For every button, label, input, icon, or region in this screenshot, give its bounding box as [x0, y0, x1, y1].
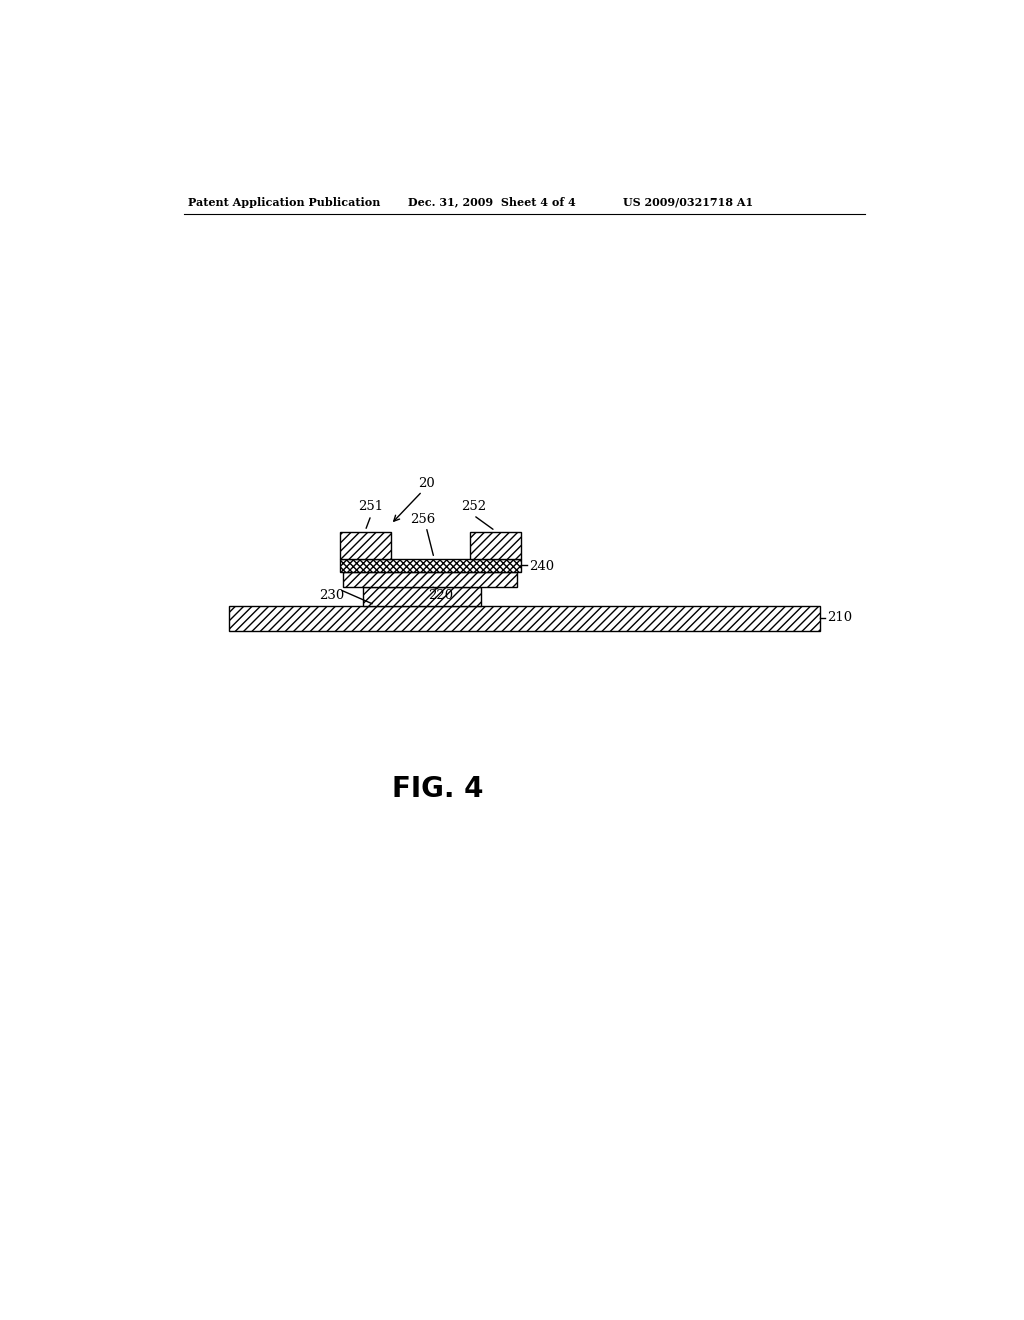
Bar [340, 558, 521, 572]
Text: 251: 251 [358, 499, 384, 512]
Text: 252: 252 [461, 499, 486, 512]
Text: 240: 240 [528, 561, 554, 573]
Bar [340, 532, 391, 558]
Bar [229, 606, 820, 631]
Text: 230: 230 [319, 589, 344, 602]
Text: US 2009/0321718 A1: US 2009/0321718 A1 [624, 197, 754, 207]
Bar [364, 587, 481, 606]
Text: 256: 256 [410, 512, 435, 525]
Text: Dec. 31, 2009  Sheet 4 of 4: Dec. 31, 2009 Sheet 4 of 4 [409, 197, 575, 207]
Text: 20: 20 [419, 477, 435, 490]
Bar [470, 532, 521, 558]
Text: Patent Application Publication: Patent Application Publication [188, 197, 381, 207]
Text: 220: 220 [428, 589, 453, 602]
Bar [343, 572, 517, 587]
Text: 210: 210 [826, 611, 852, 624]
Text: FIG. 4: FIG. 4 [392, 775, 483, 803]
